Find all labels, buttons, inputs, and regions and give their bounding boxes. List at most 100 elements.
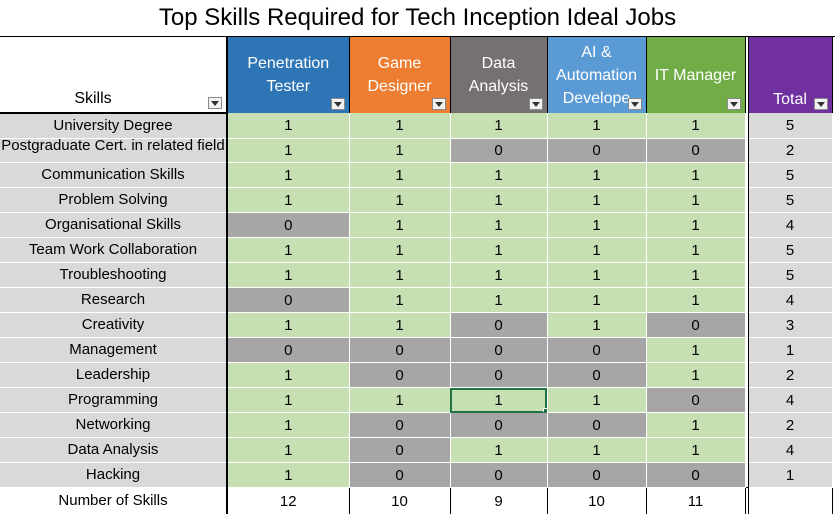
filter-dropdown-icon[interactable] [528,98,543,110]
skill-name-cell[interactable]: Data Analysis [0,437,228,464]
total-cell[interactable]: 5 [748,262,833,289]
count-cell-ai-automation-developer[interactable]: 10 [547,487,647,514]
filter-dropdown-icon[interactable] [208,97,222,109]
skill-name-cell[interactable]: Networking [0,412,228,439]
skill-name-cell[interactable]: Management [0,337,228,364]
count-cell-it-manager[interactable]: 11 [646,487,746,514]
value-cell-data-analysis[interactable]: 1 [450,212,548,239]
total-cell[interactable]: 4 [748,212,833,239]
value-cell-data-analysis[interactable]: 1 [450,187,548,214]
value-cell-it-manager[interactable]: 1 [646,362,746,389]
value-cell-it-manager[interactable]: 1 [646,337,746,364]
value-cell-data-analysis[interactable]: 0 [450,412,548,439]
value-cell-ai-automation-developer[interactable]: 0 [547,362,647,389]
value-cell-penetration-tester[interactable]: 1 [227,462,350,489]
total-cell[interactable]: 5 [748,162,833,189]
value-cell-game-designer[interactable]: 1 [349,113,451,139]
skill-name-cell[interactable]: Research [0,287,228,314]
value-cell-game-designer[interactable]: 1 [349,287,451,314]
value-cell-ai-automation-developer[interactable]: 0 [547,138,647,164]
value-cell-ai-automation-developer[interactable]: 1 [547,262,647,289]
value-cell-game-designer[interactable]: 1 [349,387,451,414]
total-cell[interactable]: 2 [748,362,833,389]
total-cell[interactable]: 2 [748,412,833,439]
value-cell-ai-automation-developer[interactable]: 1 [547,312,647,339]
empty-total-cell[interactable] [748,487,833,514]
skill-name-cell[interactable]: Leadership [0,362,228,389]
skill-name-cell[interactable]: Hacking [0,462,228,489]
value-cell-data-analysis[interactable]: 0 [450,362,548,389]
value-cell-ai-automation-developer[interactable]: 1 [547,437,647,464]
value-cell-data-analysis[interactable]: 1 [450,113,548,139]
skill-name-cell[interactable]: Problem Solving [0,187,228,214]
value-cell-ai-automation-developer[interactable]: 1 [547,162,647,189]
value-cell-it-manager[interactable]: 1 [646,113,746,139]
filter-dropdown-icon[interactable] [726,98,741,110]
value-cell-game-designer[interactable]: 0 [349,462,451,489]
total-cell[interactable]: 5 [748,237,833,264]
skill-name-cell[interactable]: Creativity [0,312,228,339]
total-cell[interactable]: 5 [748,113,833,139]
total-cell[interactable]: 1 [748,337,833,364]
header-job-penetration-tester[interactable]: Penetration Tester [227,37,350,113]
header-job-data-analysis[interactable]: Data Analysis [450,37,548,113]
value-cell-penetration-tester[interactable]: 1 [227,362,350,389]
value-cell-data-analysis[interactable]: 0 [450,138,548,164]
value-cell-penetration-tester[interactable]: 1 [227,138,350,164]
skill-name-cell[interactable]: Troubleshooting [0,262,228,289]
selected-cell[interactable]: 1 [450,387,548,414]
value-cell-game-designer[interactable]: 1 [349,262,451,289]
value-cell-ai-automation-developer[interactable]: 0 [547,337,647,364]
value-cell-penetration-tester[interactable]: 1 [227,237,350,264]
total-cell[interactable]: 5 [748,187,833,214]
value-cell-it-manager[interactable]: 0 [646,312,746,339]
count-cell-data-analysis[interactable]: 9 [450,487,548,514]
value-cell-game-designer[interactable]: 0 [349,337,451,364]
value-cell-data-analysis[interactable]: 1 [450,237,548,264]
value-cell-data-analysis[interactable]: 1 [450,162,548,189]
value-cell-game-designer[interactable]: 1 [349,212,451,239]
skill-name-cell[interactable]: Programming [0,387,228,414]
total-cell[interactable]: 1 [748,462,833,489]
total-cell[interactable]: 4 [748,287,833,314]
value-cell-ai-automation-developer[interactable]: 1 [547,237,647,264]
value-cell-game-designer[interactable]: 1 [349,187,451,214]
value-cell-it-manager[interactable]: 1 [646,237,746,264]
filter-dropdown-icon[interactable] [813,98,828,110]
value-cell-it-manager[interactable]: 0 [646,387,746,414]
value-cell-data-analysis[interactable]: 1 [450,262,548,289]
value-cell-it-manager[interactable]: 1 [646,412,746,439]
header-job-it-manager[interactable]: IT Manager [646,37,746,113]
header-total[interactable]: Total [748,37,833,113]
footer-label-cell[interactable]: Number of Skills [0,487,228,514]
value-cell-penetration-tester[interactable]: 1 [227,113,350,139]
filter-dropdown-icon[interactable] [627,98,642,110]
value-cell-ai-automation-developer[interactable]: 0 [547,462,647,489]
count-cell-game-designer[interactable]: 10 [349,487,451,514]
filter-dropdown-icon[interactable] [431,98,446,110]
value-cell-game-designer[interactable]: 1 [349,237,451,264]
value-cell-game-designer[interactable]: 0 [349,362,451,389]
value-cell-ai-automation-developer[interactable]: 1 [547,187,647,214]
value-cell-penetration-tester[interactable]: 0 [227,212,350,239]
value-cell-data-analysis[interactable]: 0 [450,312,548,339]
value-cell-it-manager[interactable]: 1 [646,212,746,239]
value-cell-penetration-tester[interactable]: 1 [227,162,350,189]
skill-name-cell[interactable]: Postgraduate Cert. in related field [0,138,228,164]
value-cell-game-designer[interactable]: 0 [349,412,451,439]
total-cell[interactable]: 4 [748,437,833,464]
value-cell-it-manager[interactable]: 1 [646,287,746,314]
total-cell[interactable]: 4 [748,387,833,414]
total-cell[interactable]: 2 [748,138,833,164]
count-cell-penetration-tester[interactable]: 12 [227,487,350,514]
value-cell-it-manager[interactable]: 1 [646,262,746,289]
value-cell-ai-automation-developer[interactable]: 1 [547,387,647,414]
value-cell-ai-automation-developer[interactable]: 1 [547,287,647,314]
value-cell-ai-automation-developer[interactable]: 1 [547,212,647,239]
header-job-ai-automation-developer[interactable]: AI & Automation Develope [547,37,647,113]
value-cell-penetration-tester[interactable]: 1 [227,312,350,339]
value-cell-penetration-tester[interactable]: 1 [227,262,350,289]
value-cell-game-designer[interactable]: 1 [349,138,451,164]
value-cell-it-manager[interactable]: 0 [646,462,746,489]
skill-name-cell[interactable]: Organisational Skills [0,212,228,239]
